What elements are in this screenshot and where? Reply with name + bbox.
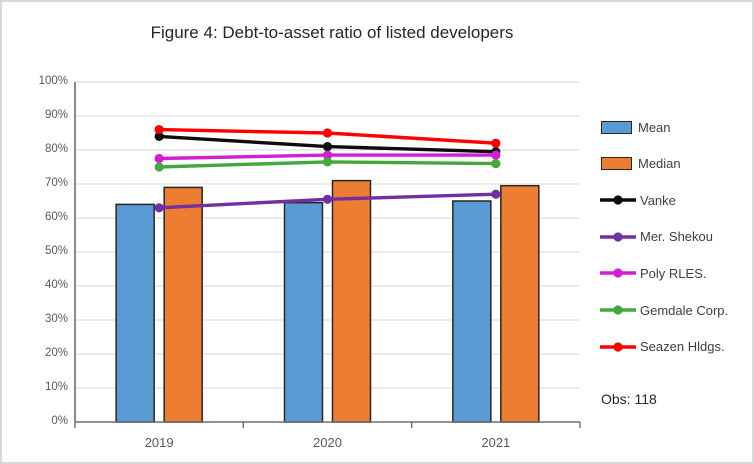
legend-item-median: Median <box>599 145 749 182</box>
y-tick-label: 60% <box>44 211 68 223</box>
legend-label: Vanke <box>640 192 676 208</box>
y-tick-label: 50% <box>44 245 68 257</box>
legend-item-gemdale-corp: Gemdale Corp. <box>599 292 749 329</box>
marker-poly-rles-2021 <box>491 150 501 160</box>
bar-mean-2021 <box>452 200 492 423</box>
legend-swatch-mer-shekou <box>600 232 636 242</box>
chart-title: Figure 4: Debt-to-asset ratio of listed … <box>150 23 514 42</box>
marker-seazen-hldgs-2020 <box>322 128 333 138</box>
bar-mean-2020 <box>283 201 324 423</box>
legend-item-mer-shekou: Mer. Shekou <box>599 218 749 255</box>
y-tick-label: 100% <box>38 75 68 87</box>
legend-label: Median <box>638 156 681 172</box>
x-category-label-2021: 2021 <box>481 435 511 450</box>
marker-mer-shekou-2021 <box>491 189 501 199</box>
marker-mer-shekou-2019 <box>154 203 164 213</box>
legend-label: Gemdale Corp. <box>640 302 729 318</box>
bar-median-2021 <box>500 184 540 423</box>
legend-item-poly-rles: Poly RLES. <box>599 255 749 292</box>
legend-label: Mer. Shekou <box>640 229 713 245</box>
marker-mer-shekou-2020 <box>322 194 333 204</box>
legend-swatch-seazen-hldgs <box>600 341 636 352</box>
marker-poly-rles-2020 <box>322 150 333 160</box>
y-tick-label: 20% <box>44 347 68 359</box>
x-category-label-2020: 2020 <box>313 435 342 450</box>
legend-swatch-poly-rles <box>600 268 636 278</box>
legend-label: Mean <box>638 119 671 135</box>
marker-vanke-2019 <box>154 131 164 141</box>
y-tick-label: 90% <box>44 109 68 121</box>
y-tick-label: 80% <box>44 143 68 155</box>
marker-gemdale-corp-2020 <box>322 157 333 167</box>
legend-item-mean: Mean <box>599 109 749 146</box>
bar-median-2019 <box>163 186 203 423</box>
legend-swatch-median <box>601 157 632 171</box>
y-tick-label: 30% <box>44 313 68 325</box>
marker-gemdale-corp-2019 <box>154 162 164 172</box>
obs-note: Obs: 118 <box>601 391 657 407</box>
bar-mean-2019 <box>115 203 155 423</box>
marker-gemdale-corp-2021 <box>491 159 501 169</box>
legend-item-seazen-hldgs: Seazen Hldgs. <box>599 328 749 365</box>
marker-vanke-2020 <box>322 142 333 152</box>
marker-seazen-hldgs-2019 <box>154 125 164 135</box>
legend-swatch-mean <box>601 120 632 134</box>
legend-label: Seazen Hldgs. <box>640 339 725 355</box>
legend-item-vanke: Vanke <box>599 182 749 219</box>
y-tick-label: 70% <box>44 177 68 189</box>
y-tick-label: 10% <box>44 381 68 393</box>
legend-label: Poly RLES. <box>640 265 707 281</box>
legend-swatch-vanke <box>600 195 636 205</box>
bar-median-2020 <box>331 179 372 423</box>
legend-swatch-gemdale-corp <box>600 305 636 315</box>
x-category-label-2019: 2019 <box>144 435 174 450</box>
y-tick-label: 40% <box>44 279 68 291</box>
marker-poly-rles-2019 <box>154 153 164 164</box>
y-tick-label: 0% <box>51 415 68 427</box>
marker-seazen-hldgs-2021 <box>491 138 501 148</box>
